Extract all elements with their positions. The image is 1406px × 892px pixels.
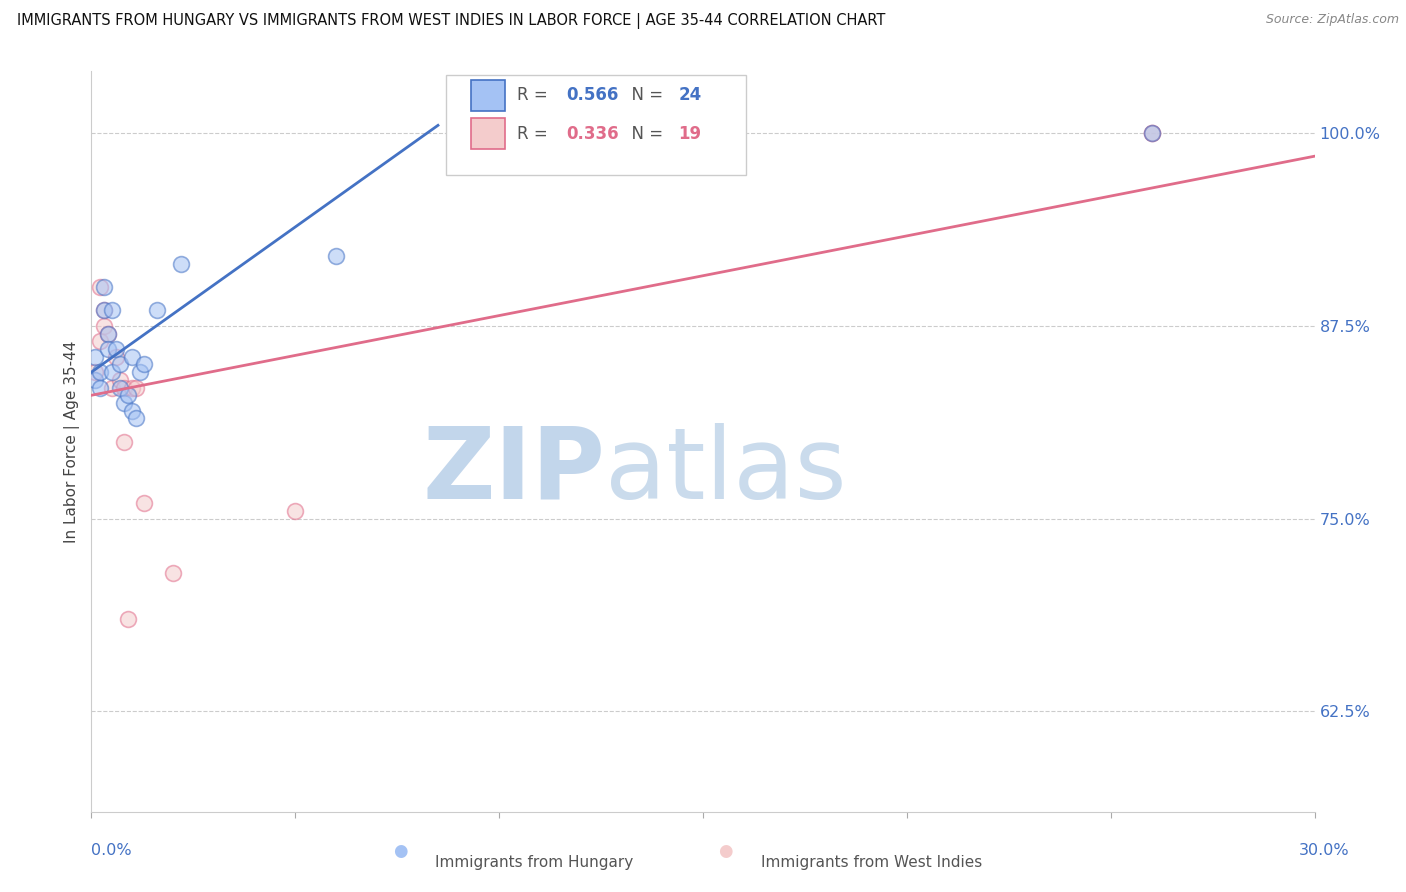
Point [93,303,115,318]
Point [89,365,111,379]
Point [162,566,184,580]
Text: N =: N = [621,86,668,104]
Point [101,380,124,394]
Text: atlas: atlas [605,423,846,520]
Point [125,380,148,394]
Point [84,350,107,364]
Point [134,358,156,372]
Point [108,380,131,394]
Point [112,396,135,410]
Text: IMMIGRANTS FROM HUNGARY VS IMMIGRANTS FROM WEST INDIES IN LABOR FORCE | AGE 35-4: IMMIGRANTS FROM HUNGARY VS IMMIGRANTS FR… [17,13,886,29]
Text: ZIP: ZIP [422,423,605,520]
Text: 30.0%: 30.0% [1299,843,1350,858]
Point [89,280,111,294]
Point [104,342,127,356]
Point [125,411,148,425]
Text: Immigrants from West Indies: Immigrants from West Indies [761,855,983,870]
Text: Immigrants from Hungary: Immigrants from Hungary [434,855,634,870]
FancyBboxPatch shape [446,75,745,175]
Text: 0.566: 0.566 [567,86,619,104]
FancyBboxPatch shape [471,118,505,149]
Point [84,365,107,379]
Point [284,504,307,518]
Point [97,326,120,341]
Point [134,496,156,510]
Text: ●: ● [394,842,408,860]
Point [93,303,115,318]
Text: 0.336: 0.336 [567,125,619,143]
Point [112,380,135,394]
Point [129,365,152,379]
Point [84,373,107,387]
Point [101,365,124,379]
Text: R =: R = [517,86,553,104]
Point [121,403,143,417]
Point [1140,126,1163,140]
Point [101,303,124,318]
Point [170,257,193,271]
Point [117,612,139,626]
Point [145,303,167,318]
Point [104,350,127,364]
Point [1140,126,1163,140]
Point [97,342,120,356]
Text: 0.0%: 0.0% [91,843,132,858]
Text: R =: R = [517,125,553,143]
Text: N =: N = [621,125,668,143]
Point [89,334,111,349]
Text: ●: ● [718,842,733,860]
Point [97,326,120,341]
Point [108,358,131,372]
Point [1140,126,1163,140]
Point [93,318,115,333]
Point [93,280,115,294]
Text: 24: 24 [679,86,702,104]
Point [117,388,139,402]
Point [108,373,131,387]
Point [89,380,111,394]
Point [121,380,143,394]
Point [325,249,347,264]
Text: Source: ZipAtlas.com: Source: ZipAtlas.com [1265,13,1399,27]
Point [121,350,143,364]
Y-axis label: In Labor Force | Age 35-44: In Labor Force | Age 35-44 [65,341,80,542]
Text: 19: 19 [679,125,702,143]
Point [112,434,135,449]
FancyBboxPatch shape [471,79,505,111]
